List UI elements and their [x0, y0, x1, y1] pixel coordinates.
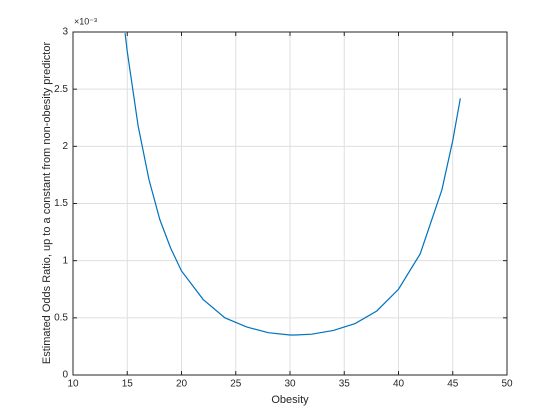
y-tick-label: 2	[62, 141, 68, 152]
y-tick-label: 3	[62, 27, 68, 38]
x-tick-label: 20	[176, 379, 188, 390]
x-tick-label: 30	[284, 379, 296, 390]
x-axis-label: Obesity	[271, 394, 309, 406]
x-tick-label: 35	[339, 379, 351, 390]
x-tick-label: 50	[501, 379, 513, 390]
y-exponent-label: ×10⁻³	[74, 16, 97, 26]
y-axis-label: Estimated Odds Ratio, up to a constant f…	[41, 42, 53, 365]
data-line	[124, 33, 461, 336]
x-tick-label: 40	[393, 379, 405, 390]
y-tick-label: 0	[62, 370, 68, 381]
y-tick-label: 2.5	[54, 84, 68, 95]
x-tick-label: 45	[447, 379, 459, 390]
axes-box	[72, 31, 508, 376]
x-tick-label: 10	[67, 379, 79, 390]
y-tick-label: 1	[62, 255, 68, 266]
y-tick-label: 1.5	[54, 198, 68, 209]
y-tick-label: 0.5	[54, 312, 68, 323]
x-tick-label: 25	[230, 379, 242, 390]
x-tick-label: 15	[122, 379, 134, 390]
